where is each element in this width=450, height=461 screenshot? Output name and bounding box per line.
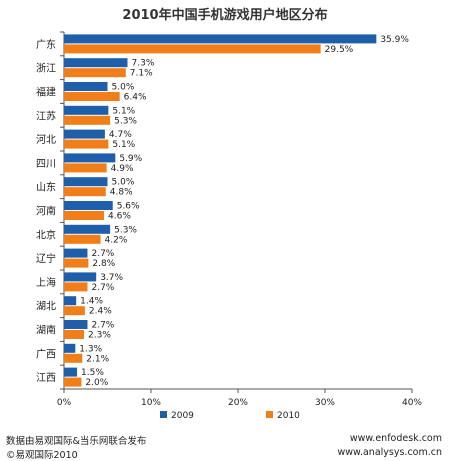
data-label-2010: 4.2% xyxy=(105,235,128,245)
data-label-2010: 2.8% xyxy=(92,259,115,269)
bar-2009 xyxy=(64,105,109,115)
bar-2010 xyxy=(64,44,321,54)
bar-2010 xyxy=(64,139,109,149)
data-label-2010: 6.4% xyxy=(124,93,147,103)
data-label-2010: 5.3% xyxy=(114,116,137,126)
data-label-2010: 5.1% xyxy=(112,140,135,150)
bar-2009 xyxy=(64,34,377,44)
data-label-2009: 5.0% xyxy=(112,178,135,188)
category-label: 浙江 xyxy=(36,63,56,75)
category-label: 江西 xyxy=(36,372,56,384)
bar-2009 xyxy=(64,320,88,329)
data-label-2009: 7.3% xyxy=(132,59,155,69)
bar-2010 xyxy=(64,330,85,339)
legend-label-2009: 2009 xyxy=(171,411,194,421)
x-tick-label: 0% xyxy=(57,398,72,408)
category-label: 北京 xyxy=(36,228,56,241)
category-label: 江苏 xyxy=(36,109,56,122)
category-label: 上海 xyxy=(36,276,56,289)
bar-2010 xyxy=(64,377,82,387)
data-label-2010: 2.7% xyxy=(91,283,114,293)
data-label-2009: 1.5% xyxy=(81,368,104,378)
bar-2010 xyxy=(64,163,107,173)
data-label-2010: 2.0% xyxy=(85,378,108,388)
website-analysys: www.analysys.com.cn xyxy=(337,447,442,458)
bar-2010 xyxy=(64,353,83,363)
legend-swatch-2009 xyxy=(160,411,167,418)
bar-2009 xyxy=(64,343,76,353)
bar-2010 xyxy=(64,282,88,292)
data-label-2009: 3.7% xyxy=(100,273,123,283)
bar-2009 xyxy=(64,177,108,187)
bar-2010 xyxy=(64,115,111,125)
bar-2009 xyxy=(64,367,78,377)
bar-2010 xyxy=(64,211,105,220)
category-label: 福建 xyxy=(36,86,56,99)
data-label-2010: 4.8% xyxy=(110,188,133,198)
chart-title: 2010年中国手机游戏用户地区分布 xyxy=(122,7,327,23)
copyright-note: ©易观国际2010 xyxy=(6,450,78,461)
data-label-2009: 1.4% xyxy=(80,297,103,307)
data-label-2009: 5.9% xyxy=(119,154,142,164)
category-label: 广东 xyxy=(36,38,56,51)
bar-2009 xyxy=(64,82,108,91)
data-label-2009: 1.3% xyxy=(79,344,102,354)
category-label: 辽宁 xyxy=(36,252,56,265)
category-label: 河南 xyxy=(36,205,56,218)
bar-2010 xyxy=(64,68,126,78)
data-label-2009: 5.1% xyxy=(112,106,135,116)
legend-label-2010: 2010 xyxy=(277,411,300,421)
x-tick-label: 10% xyxy=(141,398,161,408)
data-label-2010: 2.3% xyxy=(88,331,111,341)
x-tick-label: 20% xyxy=(228,398,248,408)
data-label-2010: 7.1% xyxy=(130,69,153,79)
data-label-2009: 4.7% xyxy=(109,130,132,140)
legend-swatch-2010 xyxy=(266,411,273,418)
bar-2009 xyxy=(64,129,105,139)
x-tick-label: 40% xyxy=(402,398,422,408)
data-label-2010: 2.4% xyxy=(89,307,112,317)
bar-2009 xyxy=(64,296,77,306)
data-label-2009: 35.9% xyxy=(380,35,409,45)
data-label-2010: 29.5% xyxy=(325,45,354,55)
category-label: 湖北 xyxy=(36,301,56,313)
category-label: 山东 xyxy=(36,181,56,194)
website-enfodesk: www.enfodesk.com xyxy=(349,433,442,444)
category-label: 河北 xyxy=(36,134,56,146)
bar-2009 xyxy=(64,272,97,282)
data-label-2010: 2.1% xyxy=(86,354,109,364)
data-label-2010: 4.9% xyxy=(111,164,134,174)
category-label: 广西 xyxy=(36,348,56,360)
data-label-2009: 5.3% xyxy=(114,225,137,235)
bar-2010 xyxy=(64,92,120,101)
bar-2010 xyxy=(64,258,89,268)
bar-2009 xyxy=(64,201,113,210)
data-label-2010: 4.6% xyxy=(108,212,131,222)
category-label: 湖南 xyxy=(36,324,56,337)
data-label-2009: 2.7% xyxy=(91,321,114,331)
category-label: 四川 xyxy=(36,159,56,170)
data-label-2009: 5.0% xyxy=(112,83,135,93)
bar-2009 xyxy=(64,58,128,68)
bar-2009 xyxy=(64,224,111,234)
source-note: 数据由易观国际&当乐网联合发布 xyxy=(6,436,147,447)
bar-2010 xyxy=(64,234,101,244)
bar-2009 xyxy=(64,248,88,258)
bar-2010 xyxy=(64,187,106,197)
data-label-2009: 5.6% xyxy=(117,202,140,212)
data-label-2009: 2.7% xyxy=(91,249,114,259)
bar-2009 xyxy=(64,153,116,163)
x-tick-label: 30% xyxy=(315,398,335,408)
bar-2010 xyxy=(64,306,85,316)
